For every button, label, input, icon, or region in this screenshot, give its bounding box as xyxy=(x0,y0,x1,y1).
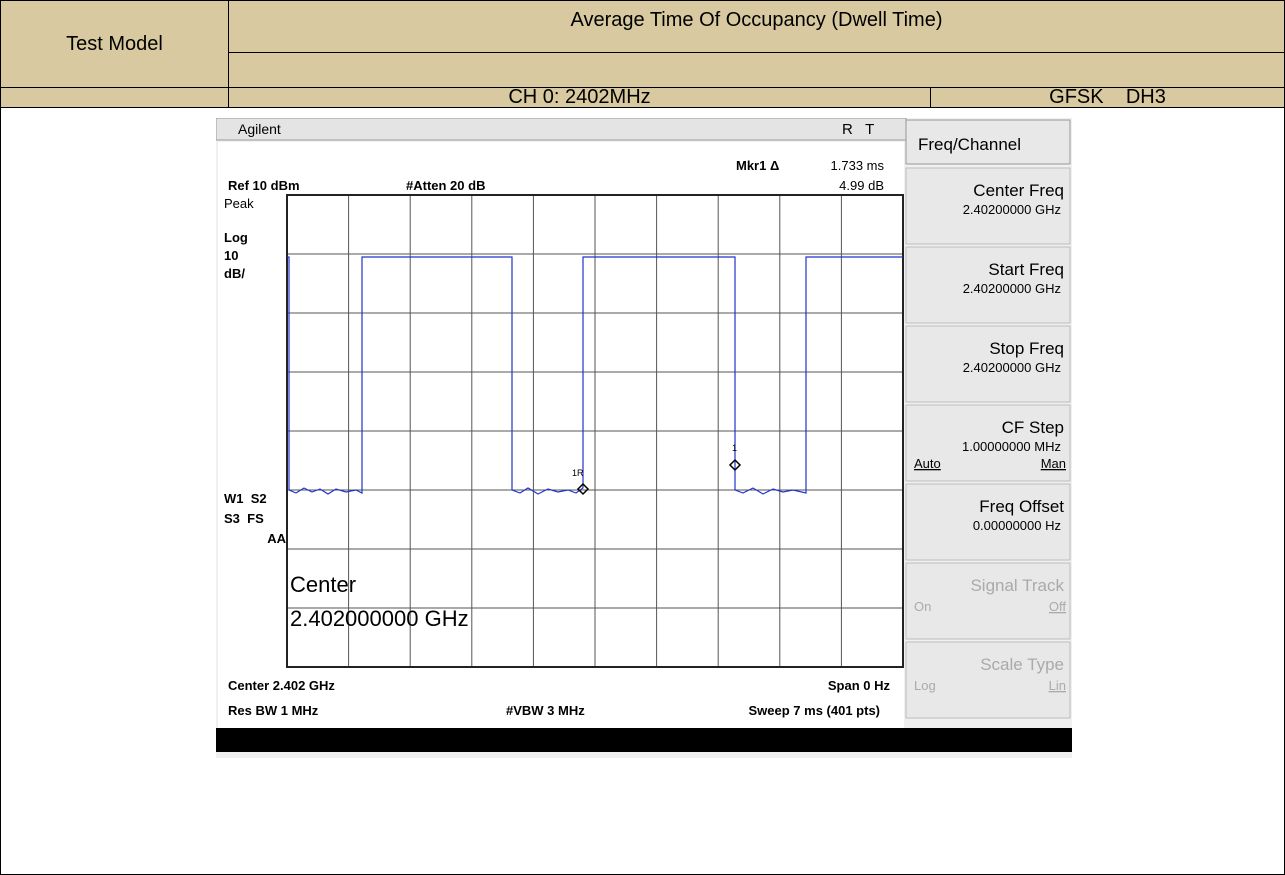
side-label: 10 xyxy=(224,248,238,263)
flag: S3 FS xyxy=(224,511,264,526)
flag: AA xyxy=(267,531,286,546)
side-label: Peak xyxy=(224,196,254,211)
atten: #Atten 20 dB xyxy=(406,178,485,193)
softkey-name: CF Step xyxy=(1002,418,1064,437)
softkey-menu: Freq/Channel Center Freq 2.40200000 GHz Sta… xyxy=(905,119,1071,719)
softkey xyxy=(905,404,1071,482)
marker-label: 1 xyxy=(732,443,737,453)
softkey-name: Freq Offset xyxy=(979,497,1064,516)
softkey xyxy=(905,167,1071,245)
softkey-name: Scale Type xyxy=(980,655,1064,674)
analyzer-screen: Agilent R T 1R 1 Mkr1 Δ 1.733 ms 4.99 dB… xyxy=(216,118,1072,758)
big-label: Center xyxy=(290,572,356,597)
big-label: 2.402000000 GHz xyxy=(290,606,469,631)
footer: Span 0 Hz xyxy=(828,678,891,693)
softkey-option: Lin xyxy=(1049,678,1066,693)
softkey-value: 2.40200000 GHz xyxy=(963,360,1061,375)
side-label: Log xyxy=(224,230,248,245)
softkey-name: Start Freq xyxy=(988,260,1064,279)
softkey-option: Log xyxy=(914,678,936,693)
frame xyxy=(286,194,904,668)
graticule xyxy=(287,195,903,667)
softkey xyxy=(905,483,1071,561)
softkey-name: Signal Track xyxy=(970,576,1064,595)
softkey xyxy=(905,325,1071,403)
softkey-name: Stop Freq xyxy=(989,339,1064,358)
brand: Agilent xyxy=(238,121,281,137)
ref-level: Ref 10 dBm xyxy=(228,178,300,193)
softkey-value: 1.00000000 MHz xyxy=(962,439,1061,454)
marker-readout: 4.99 dB xyxy=(839,178,884,193)
marker xyxy=(576,458,742,496)
footer: #VBW 3 MHz xyxy=(506,703,585,718)
trace xyxy=(287,256,903,495)
cell: GFSK DH3 xyxy=(930,86,1285,108)
footer: Res BW 1 MHz xyxy=(228,703,319,718)
flag: W1 S2 xyxy=(224,491,267,506)
marker-readout: 1.733 ms xyxy=(831,158,885,173)
softkey-value: 0.00000000 Hz xyxy=(973,518,1061,533)
top-bar xyxy=(216,118,907,141)
status-bar xyxy=(216,728,1072,752)
softkey xyxy=(905,562,1071,640)
softkey-value: 2.40200000 GHz xyxy=(963,281,1061,296)
softkey xyxy=(905,246,1071,324)
softkey xyxy=(905,641,1071,719)
softkey xyxy=(905,119,1071,165)
marker-readout: Mkr1 Δ xyxy=(736,158,779,173)
cell xyxy=(228,52,1285,88)
label: Test Model xyxy=(66,32,163,55)
softkey-option: Auto xyxy=(914,456,941,471)
cell: Average Time Of Occupancy (Dwell Time) xyxy=(228,0,1285,53)
label: Average Time Of Occupancy (Dwell Time) xyxy=(570,9,943,31)
softkey-name: Center Freq xyxy=(973,181,1064,200)
softkey-option: On xyxy=(914,599,931,614)
softkey-option: Off xyxy=(1049,599,1066,614)
softkey-option: Man xyxy=(1041,456,1066,471)
cell: CH 0: 2402MHz xyxy=(228,86,931,108)
display xyxy=(218,142,904,732)
label: CH 0: 2402MHz xyxy=(508,86,651,108)
side-label: dB/ xyxy=(224,266,245,281)
footer: Center 2.402 GHz xyxy=(228,678,335,693)
status: R T xyxy=(842,121,874,138)
marker-label: 1R xyxy=(572,468,584,478)
label: GFSK DH3 xyxy=(1049,86,1166,108)
footer: Sweep 7 ms (401 pts) xyxy=(749,703,881,718)
softkey-value: 2.40200000 GHz xyxy=(963,202,1061,217)
menu-title: Freq/Channel xyxy=(918,135,1021,154)
cell: Test Model xyxy=(0,0,229,88)
cell xyxy=(0,87,229,108)
